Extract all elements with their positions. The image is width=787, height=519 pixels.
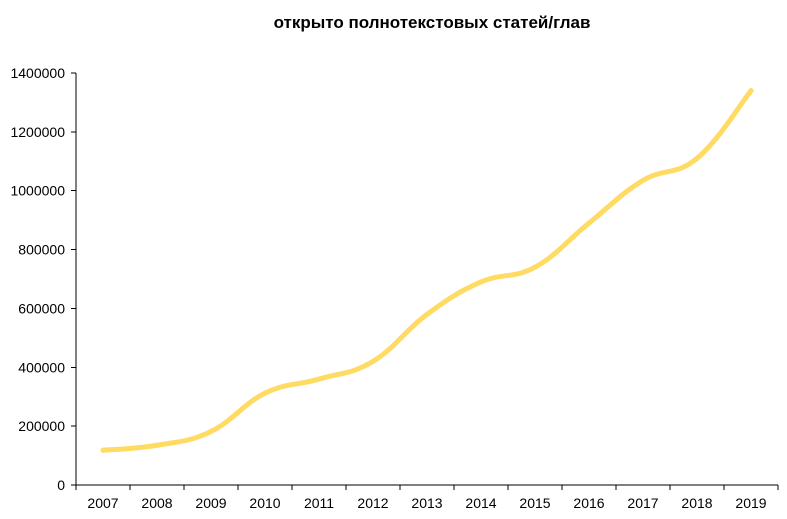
x-tick-label: 2016: [573, 495, 604, 511]
data-point: [424, 311, 430, 317]
data-point: [316, 376, 322, 382]
y-tick-label: 600000: [18, 300, 65, 316]
x-tick-label: 2017: [627, 495, 658, 511]
y-tick-label: 800000: [18, 242, 65, 258]
data-point: [586, 220, 592, 226]
series-line: [100, 88, 754, 453]
y-tick-label: 200000: [18, 418, 65, 434]
x-tick-label: 2010: [249, 495, 280, 511]
x-tick-label: 2012: [357, 495, 388, 511]
series-group: [100, 88, 754, 453]
data-point: [748, 88, 754, 94]
data-point: [208, 428, 214, 434]
y-tick-label: 400000: [18, 359, 65, 375]
x-tick-label: 2011: [304, 495, 334, 511]
x-tick-label: 2007: [87, 495, 118, 511]
y-tick-label: 1400000: [10, 65, 65, 81]
y-axis: 0 200000 400000 600000 800000 1000000 1200000 1…: [10, 65, 77, 493]
data-point: [478, 279, 484, 285]
x-tick-label: 2014: [465, 495, 496, 511]
x-tick-label: 2013: [411, 495, 442, 511]
y-tick-label: 0: [57, 477, 65, 493]
data-point: [262, 390, 268, 396]
x-tick-label: 2015: [519, 495, 550, 511]
x-tick-label: 2018: [681, 495, 712, 511]
data-point: [640, 177, 646, 183]
data-point: [154, 442, 160, 448]
data-point: [100, 447, 106, 453]
data-point: [694, 155, 700, 161]
x-tick-label: 2008: [141, 495, 172, 511]
data-point: [370, 358, 376, 364]
y-tick-label: 1000000: [10, 183, 65, 199]
data-point: [532, 264, 538, 270]
chart-title: открыто полнотекстовых статей/глав: [274, 13, 591, 32]
x-tick-label: 2009: [195, 495, 226, 511]
y-tick-label: 1200000: [10, 124, 65, 140]
x-tick-label: 2019: [735, 495, 766, 511]
x-axis: 2007 2008 2009 2010 2011 2012 2013 2014 2015 2016…: [75, 484, 779, 511]
